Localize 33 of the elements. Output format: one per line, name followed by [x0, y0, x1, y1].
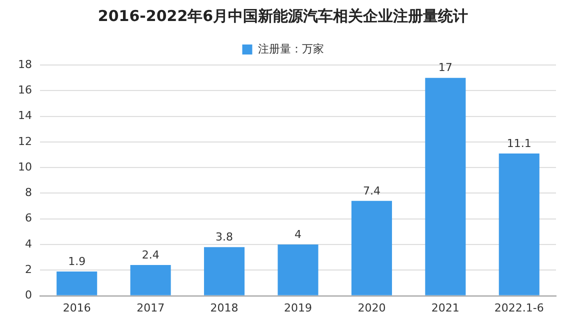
x-tick-label: 2020	[358, 301, 386, 314]
data-label: 17	[438, 61, 452, 74]
y-tick-label: 10	[18, 160, 32, 174]
x-tick-label: 2022.1-6	[494, 301, 544, 314]
bar	[130, 265, 171, 296]
bar	[204, 247, 245, 296]
x-tick-label: 2017	[136, 301, 165, 314]
data-label: 4	[294, 228, 302, 241]
data-label: 1.9	[68, 254, 86, 268]
y-tick-label: 18	[18, 58, 32, 71]
x-tick-label: 2021	[431, 301, 460, 314]
data-label: 11.1	[506, 136, 532, 150]
data-label: 3.8	[216, 230, 234, 244]
y-tick-label: 12	[18, 134, 32, 148]
y-tick-label: 8	[24, 186, 32, 200]
bar	[278, 244, 318, 296]
y-tick-label: 0	[24, 288, 32, 302]
x-tick-label: 2019	[284, 301, 312, 314]
y-tick-label: 6	[24, 212, 32, 225]
y-tick-label: 2	[24, 263, 32, 276]
bar	[56, 271, 98, 296]
data-label: 7.4	[362, 184, 380, 198]
y-tick-label: 14	[18, 109, 32, 122]
y-tick-label: 16	[18, 84, 32, 97]
bar	[498, 153, 540, 296]
data-label: 2.4	[142, 248, 160, 262]
bar	[351, 200, 392, 296]
chart-title: 2016-2022年6月中国新能源汽车相关企业注册量统计	[98, 6, 468, 25]
x-tick-label: 2018	[210, 301, 238, 314]
legend-label: 注册量：万家	[258, 42, 324, 56]
bar	[425, 78, 466, 296]
x-tick-label: 2016	[62, 301, 91, 314]
y-tick-label: 4	[24, 237, 32, 250]
